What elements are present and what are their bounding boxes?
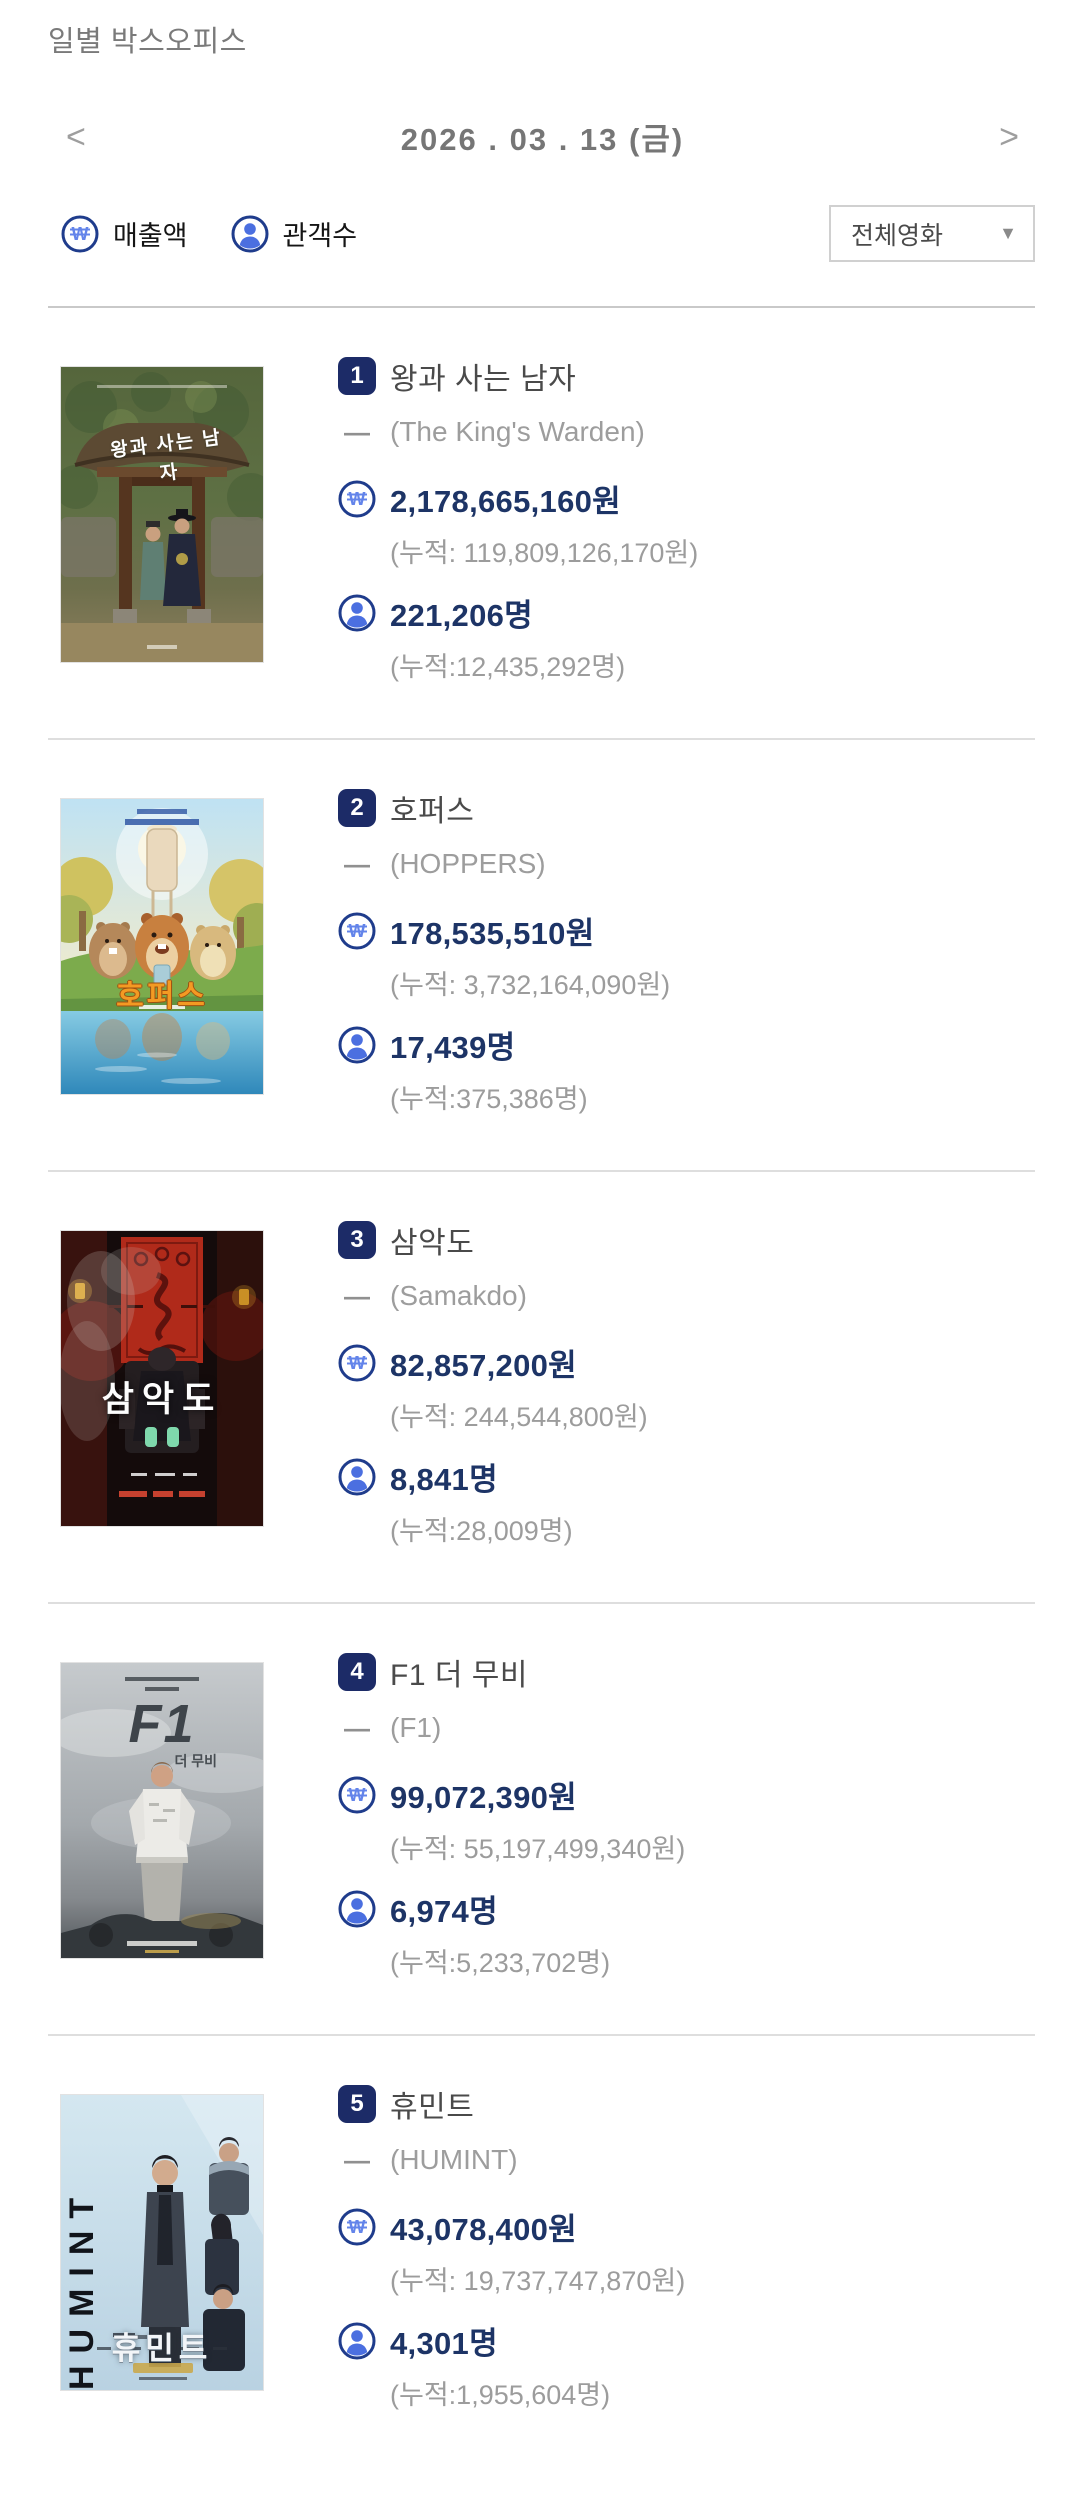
movie-info: 5 휴민트 — (HUMINT) W xyxy=(337,2082,1035,2412)
rank-change-indicator: — xyxy=(344,1712,370,1743)
audience-cumulative: (누적:5,233,702명) xyxy=(390,1948,611,1978)
person-circle-icon xyxy=(338,1458,376,1495)
revenue-value: 43,078,400원 xyxy=(390,2212,577,2247)
revenue-cumulative: (누적: 19,737,747,870원) xyxy=(390,2266,686,2296)
rank-change-indicator: — xyxy=(344,2144,370,2175)
audience-cumulative: (누적:1,955,604명) xyxy=(390,2380,611,2410)
legend-row: W 매출액 관객수 전체영화 ▼ xyxy=(48,205,1035,262)
rank-badge: 3 xyxy=(338,1221,376,1259)
audience-value: 4,301명 xyxy=(390,2326,498,2361)
date-navigation: < 2026 . 03 . 13 (금) > xyxy=(48,114,1035,159)
movie-list-item: 삼악도 3 삼악도 — (Samakdo) W xyxy=(48,1170,1035,1602)
movie-poster[interactable]: 삼악도 xyxy=(60,1230,264,1527)
audience-value: 221,206명 xyxy=(390,598,533,633)
revenue-cumulative: (누적: 3,732,164,090원) xyxy=(390,970,671,1000)
movie-list-item: F1 더 무비 4 F1 더 무비 — (F1) W xyxy=(48,1602,1035,2034)
movie-filter-dropdown[interactable]: 전체영화 ▼ xyxy=(829,205,1035,262)
poster-art-hoppers xyxy=(61,799,263,1094)
movie-title[interactable]: 휴민트 xyxy=(390,2091,475,2124)
audience-cumulative: (누적:28,009명) xyxy=(390,1516,573,1546)
revenue-value: 99,072,390원 xyxy=(390,1780,577,1815)
movie-poster[interactable]: 호퍼스 xyxy=(60,798,264,1095)
movie-list-item: 왕과 사는 남자 1 왕과 사는 남자 — (The King's Warden… xyxy=(48,308,1035,738)
rank-badge: 4 xyxy=(338,1653,376,1691)
chevron-down-icon: ▼ xyxy=(999,223,1017,243)
movie-list-item: HUMINT 휴민트 5 휴민트 — (HUMINT) W xyxy=(48,2034,1035,2466)
poster-art-kings-warden xyxy=(61,367,263,662)
legend-audience: 관객수 xyxy=(230,214,358,254)
rank-change-indicator: — xyxy=(344,1280,370,1311)
person-circle-icon xyxy=(231,215,269,252)
audience-value: 8,841명 xyxy=(390,1462,498,1497)
audience-cumulative: (누적:375,386명) xyxy=(390,1084,588,1114)
poster-art-humint xyxy=(61,2095,263,2390)
audience-value: 6,974명 xyxy=(390,1894,498,1929)
movie-title[interactable]: 삼악도 xyxy=(390,1227,475,1260)
won-circle-icon: W xyxy=(338,2208,376,2245)
revenue-value: 178,535,510원 xyxy=(390,916,595,951)
won-circle-icon: W xyxy=(61,215,99,252)
movie-info: 4 F1 더 무비 — (F1) W xyxy=(337,1650,1035,1980)
movie-title[interactable]: 왕과 사는 남자 xyxy=(390,363,577,396)
legend-revenue-label: 매출액 xyxy=(113,221,188,251)
movie-info: 3 삼악도 — (Samakdo) W xyxy=(337,1218,1035,1548)
audience-value: 17,439명 xyxy=(390,1030,516,1065)
person-circle-icon xyxy=(338,594,376,631)
movie-poster[interactable]: HUMINT 휴민트 xyxy=(60,2094,264,2391)
movie-list-item: 호퍼스 2 호퍼스 — (HOPPERS) W xyxy=(48,738,1035,1170)
rank-badge: 1 xyxy=(338,357,376,395)
next-date-button[interactable]: > xyxy=(995,120,1023,154)
movie-english-title: (The King's Warden) xyxy=(390,416,645,447)
won-circle-icon: W xyxy=(338,1344,376,1381)
prev-date-button[interactable]: < xyxy=(62,120,90,154)
audience-cumulative: (누적:12,435,292명) xyxy=(390,652,626,682)
won-circle-icon: W xyxy=(338,1776,376,1813)
won-circle-icon: W xyxy=(338,912,376,949)
movie-list: 왕과 사는 남자 1 왕과 사는 남자 — (The King's Warden… xyxy=(48,308,1035,2466)
rank-change-indicator: — xyxy=(344,848,370,879)
movie-title[interactable]: 호퍼스 xyxy=(390,795,475,828)
won-circle-icon: W xyxy=(338,480,376,517)
movie-poster[interactable]: F1 더 무비 xyxy=(60,1662,264,1959)
rank-change-indicator: — xyxy=(344,416,370,447)
legend-revenue: W 매출액 xyxy=(60,214,188,254)
person-circle-icon xyxy=(338,2322,376,2359)
filter-selected-label: 전체영화 xyxy=(851,221,944,250)
movie-english-title: (F1) xyxy=(390,1712,442,1743)
movie-title[interactable]: F1 더 무비 xyxy=(390,1659,528,1692)
person-circle-icon xyxy=(338,1890,376,1927)
person-circle-icon xyxy=(338,1026,376,1063)
revenue-cumulative: (누적: 244,544,800원) xyxy=(390,1402,648,1432)
current-date-label: 2026 . 03 . 13 (금) xyxy=(400,122,685,157)
movie-english-title: (Samakdo) xyxy=(390,1280,527,1311)
movie-english-title: (HUMINT) xyxy=(390,2144,518,2175)
rank-badge: 5 xyxy=(338,2085,376,2123)
revenue-value: 2,178,665,160원 xyxy=(390,484,621,519)
movie-english-title: (HOPPERS) xyxy=(390,848,546,879)
revenue-value: 82,857,200원 xyxy=(390,1348,577,1383)
revenue-cumulative: (누적: 55,197,499,340원) xyxy=(390,1834,686,1864)
legend: W 매출액 관객수 xyxy=(60,214,357,254)
movie-info: 1 왕과 사는 남자 — (The King's Warden) W xyxy=(337,354,1035,684)
poster-art-f1 xyxy=(61,1663,263,1958)
list-top-divider xyxy=(48,306,1035,308)
poster-art-samakdo xyxy=(61,1231,263,1526)
revenue-cumulative: (누적: 119,809,126,170원) xyxy=(390,538,699,568)
page-title: 일별 박스오피스 xyxy=(48,26,247,58)
legend-audience-label: 관객수 xyxy=(282,221,358,251)
rank-badge: 2 xyxy=(338,789,376,827)
movie-poster[interactable]: 왕과 사는 남자 xyxy=(60,366,264,663)
movie-info: 2 호퍼스 — (HOPPERS) W xyxy=(337,786,1035,1116)
